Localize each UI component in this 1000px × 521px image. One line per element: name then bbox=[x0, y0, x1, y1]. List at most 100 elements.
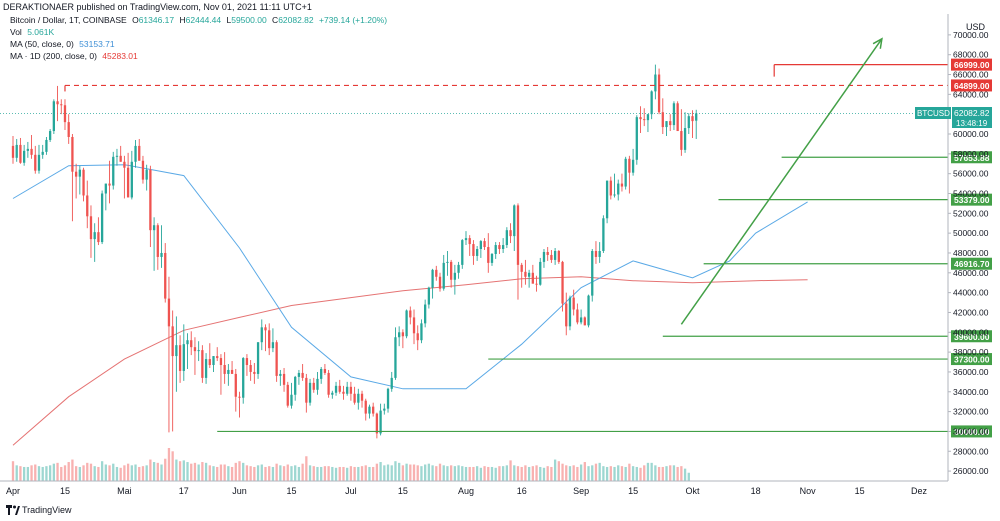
volume-bar bbox=[416, 465, 419, 481]
candle bbox=[605, 180, 609, 224]
candle bbox=[635, 115, 638, 165]
volume-bar bbox=[505, 465, 508, 481]
candle-body bbox=[334, 385, 338, 393]
level-30000.00[interactable]: 30000.00 bbox=[217, 425, 992, 438]
candle-body bbox=[301, 372, 304, 378]
volume-bar bbox=[568, 466, 572, 481]
volume-bar bbox=[565, 465, 568, 481]
candle-body bbox=[654, 74, 657, 92]
horizontal-levels[interactable]: 66999.00 64899.00 57653.88 53379.00 46916.70… bbox=[64, 58, 992, 438]
volume-bar bbox=[264, 466, 267, 481]
volume-bar bbox=[572, 465, 575, 481]
candle-body bbox=[308, 382, 312, 403]
candle-body bbox=[342, 391, 345, 394]
moving-averages bbox=[0, 112, 948, 446]
candle-body bbox=[535, 283, 538, 285]
candle-body bbox=[152, 225, 156, 231]
candle bbox=[654, 64, 657, 100]
level-46916.70[interactable]: 46916.70 bbox=[703, 257, 992, 270]
candle bbox=[234, 368, 237, 412]
candle bbox=[74, 163, 78, 199]
level-37300.00[interactable]: 37300.00 bbox=[488, 353, 992, 366]
candle bbox=[427, 286, 431, 309]
price-tick-label: 28000.00 bbox=[953, 446, 989, 456]
open-label: O bbox=[132, 15, 139, 25]
candle-body bbox=[256, 342, 260, 374]
candle-body bbox=[60, 104, 63, 106]
candle-body bbox=[531, 272, 534, 284]
candle bbox=[227, 364, 230, 386]
candle bbox=[520, 262, 523, 288]
level-57653.88[interactable]: 57653.88 bbox=[781, 151, 992, 164]
volume-bar bbox=[15, 465, 18, 481]
volume-bar bbox=[687, 472, 690, 481]
candle-body bbox=[56, 101, 59, 105]
candle-body bbox=[201, 350, 204, 378]
candle bbox=[331, 390, 334, 399]
candle bbox=[438, 272, 442, 292]
volume-bar bbox=[372, 466, 375, 481]
candle-body bbox=[67, 122, 70, 137]
candle bbox=[494, 242, 497, 259]
volume-bar bbox=[557, 461, 560, 481]
candle bbox=[665, 121, 668, 136]
candle-body bbox=[112, 156, 115, 186]
candle-body bbox=[412, 317, 416, 334]
volume-bar bbox=[279, 465, 282, 481]
candle bbox=[386, 387, 390, 413]
candle bbox=[442, 254, 445, 291]
candle bbox=[349, 381, 353, 401]
candle bbox=[364, 398, 367, 421]
candles bbox=[11, 64, 698, 439]
volume-bar bbox=[535, 465, 538, 481]
candle-body bbox=[349, 386, 353, 394]
candle bbox=[394, 327, 397, 380]
candle-body bbox=[513, 205, 516, 237]
volume-bar bbox=[256, 465, 260, 481]
volume-bar bbox=[561, 463, 564, 481]
candle-body bbox=[579, 317, 583, 323]
volume-bar bbox=[501, 466, 505, 481]
time-tick-label: Jul bbox=[345, 486, 357, 496]
candle-body bbox=[63, 105, 67, 123]
candle bbox=[357, 388, 360, 410]
volume-bar bbox=[145, 465, 148, 481]
candle bbox=[126, 152, 130, 198]
time-tick-label: 15 bbox=[398, 486, 408, 496]
price-tick-label: 70000.00 bbox=[953, 30, 989, 40]
level-53379.00[interactable]: 53379.00 bbox=[718, 193, 992, 206]
candle-body bbox=[316, 378, 319, 390]
candle bbox=[175, 316, 178, 392]
candle bbox=[383, 403, 386, 415]
level-66999.00[interactable]: 66999.00 bbox=[773, 58, 992, 77]
price-tick-label: 58000.00 bbox=[953, 149, 989, 159]
candle-body bbox=[665, 121, 668, 128]
volume-bar bbox=[334, 467, 338, 481]
candle bbox=[490, 252, 494, 266]
candle-body bbox=[268, 330, 271, 349]
currency-label: USD bbox=[966, 22, 986, 32]
candle bbox=[141, 155, 145, 184]
low-label: L bbox=[226, 15, 232, 25]
candle bbox=[390, 371, 393, 392]
ma50-line bbox=[12, 164, 808, 390]
candle bbox=[498, 242, 501, 254]
volume-bar bbox=[108, 465, 111, 481]
level-64899.00[interactable]: 64899.00 bbox=[64, 79, 992, 92]
volume-bar bbox=[45, 466, 48, 481]
candle bbox=[542, 249, 546, 268]
candle-body bbox=[501, 245, 505, 250]
candle bbox=[472, 240, 475, 265]
volume-bar bbox=[301, 463, 304, 481]
volume-bar bbox=[115, 466, 119, 481]
candle-body bbox=[312, 382, 315, 390]
candle bbox=[338, 379, 341, 394]
candle bbox=[115, 148, 119, 166]
volume-bar bbox=[282, 466, 286, 481]
level-39600.00[interactable]: 39600.00 bbox=[662, 330, 992, 343]
candle bbox=[305, 373, 308, 413]
trendline[interactable] bbox=[680, 37, 883, 325]
ma50-label: MA (50, close, 0) bbox=[10, 39, 74, 49]
level-label: 53379.00 bbox=[954, 195, 990, 205]
